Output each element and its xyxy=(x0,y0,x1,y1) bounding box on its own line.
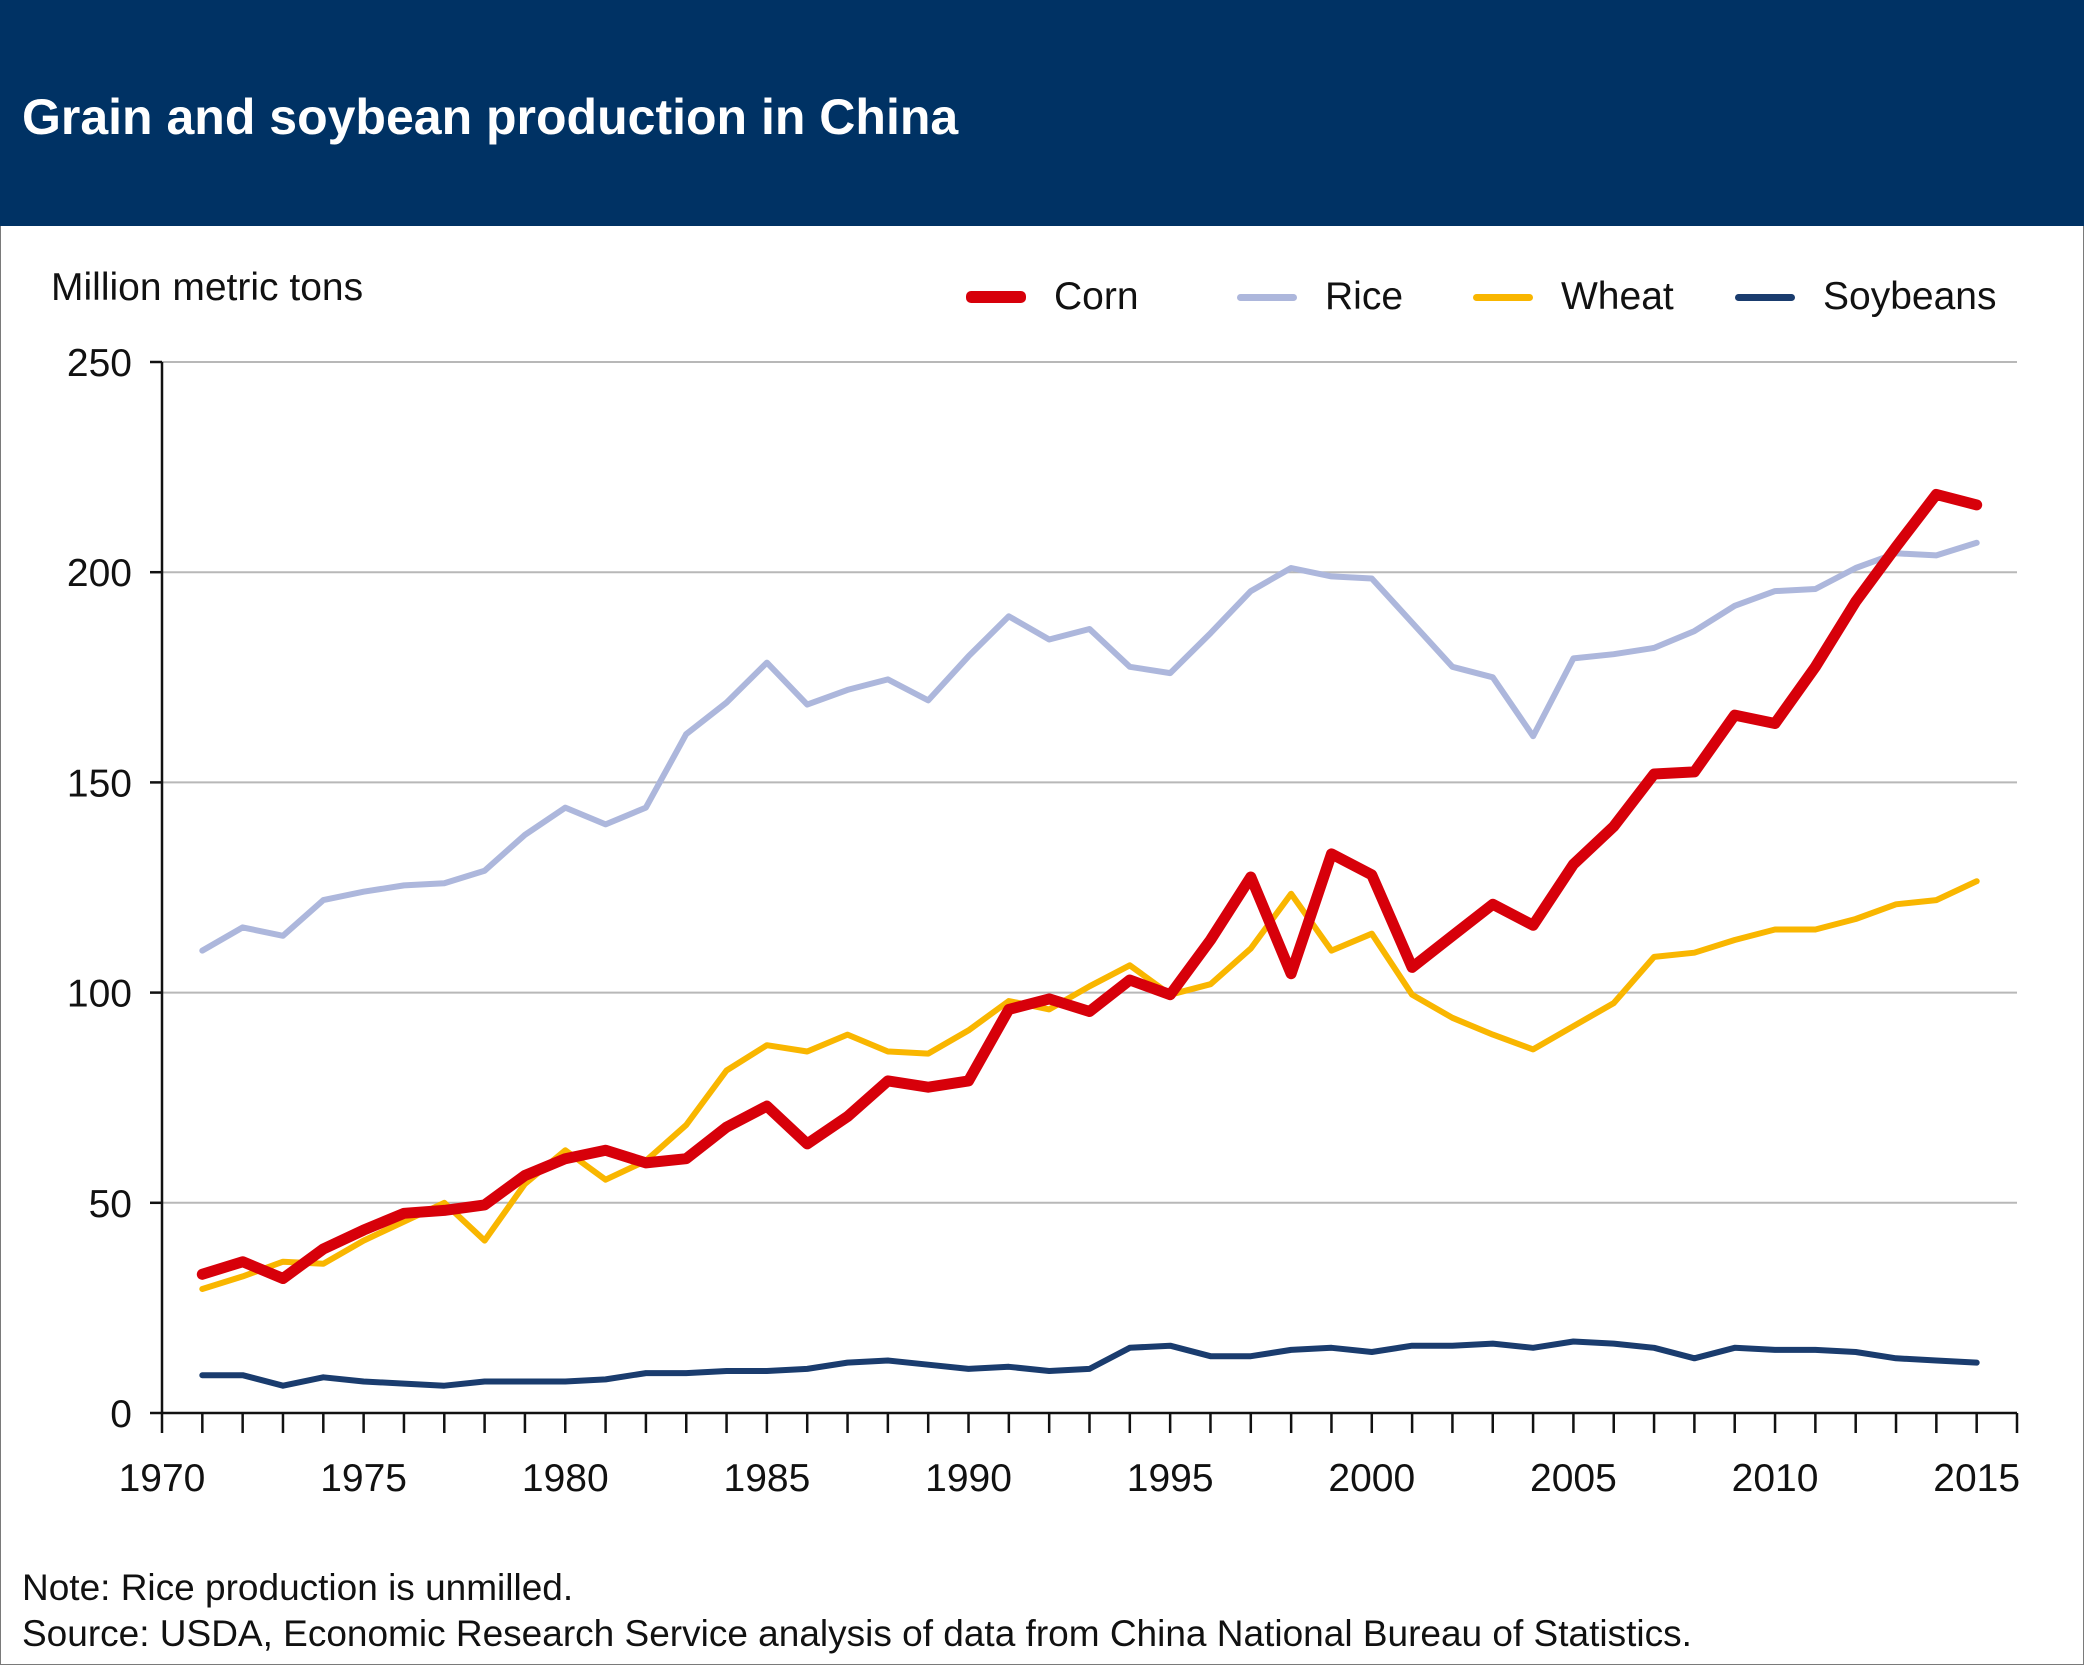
legend-item-wheat: Wheat xyxy=(1473,272,1674,322)
y-tick-label: 0 xyxy=(110,1393,132,1436)
x-tick-label: 2000 xyxy=(1328,1457,1415,1500)
y-tick-label: 200 xyxy=(67,552,132,595)
legend-item-corn: Corn xyxy=(966,272,1139,322)
legend-item-rice: Rice xyxy=(1237,272,1403,322)
y-tick-label: 100 xyxy=(67,973,132,1016)
y-tick-label: 150 xyxy=(67,762,132,805)
x-tick-label: 1990 xyxy=(925,1457,1012,1500)
source-text: Source: USDA, Economic Research Service … xyxy=(22,1613,1692,1654)
x-tick-label: 2005 xyxy=(1530,1457,1617,1500)
chart-title: Grain and soybean production in China xyxy=(22,89,959,145)
x-tick-label: 1980 xyxy=(522,1457,609,1500)
x-tick-label: 1995 xyxy=(1127,1457,1214,1500)
y-axis-label: Million metric tons xyxy=(51,266,364,309)
x-tick-label: 1970 xyxy=(119,1457,206,1500)
legend-swatch-corn xyxy=(966,291,1026,303)
legend-label-corn: Corn xyxy=(1054,275,1139,318)
x-tick-label: 1975 xyxy=(320,1457,407,1500)
legend-item-soybeans: Soybeans xyxy=(1735,272,1996,322)
note-text: Note: Rice production is unmilled. xyxy=(22,1567,574,1608)
legend-swatch-rice xyxy=(1237,293,1297,301)
series-line-soybeans xyxy=(199,1338,1980,1389)
legend-swatch-soybeans xyxy=(1735,293,1795,301)
series-line-corn xyxy=(196,488,1983,1284)
legend-swatch-wheat xyxy=(1473,293,1533,301)
x-tick-label: 1985 xyxy=(724,1457,811,1500)
series-line-rice xyxy=(199,539,1980,954)
footnotes: Note: Rice production is unmilled. Sourc… xyxy=(22,1565,1692,1657)
legend-label-soybeans: Soybeans xyxy=(1823,275,1997,318)
x-tick-label: 2010 xyxy=(1732,1457,1819,1500)
legend-label-wheat: Wheat xyxy=(1561,275,1674,318)
legend-label-rice: Rice xyxy=(1325,275,1404,318)
title-banner: Grain and soybean production in China xyxy=(0,0,2084,226)
y-tick-label: 50 xyxy=(89,1183,132,1226)
x-tick-label: 2015 xyxy=(1933,1457,2020,1500)
y-tick-label: 250 xyxy=(67,342,132,385)
series-line-wheat xyxy=(199,878,1980,1292)
